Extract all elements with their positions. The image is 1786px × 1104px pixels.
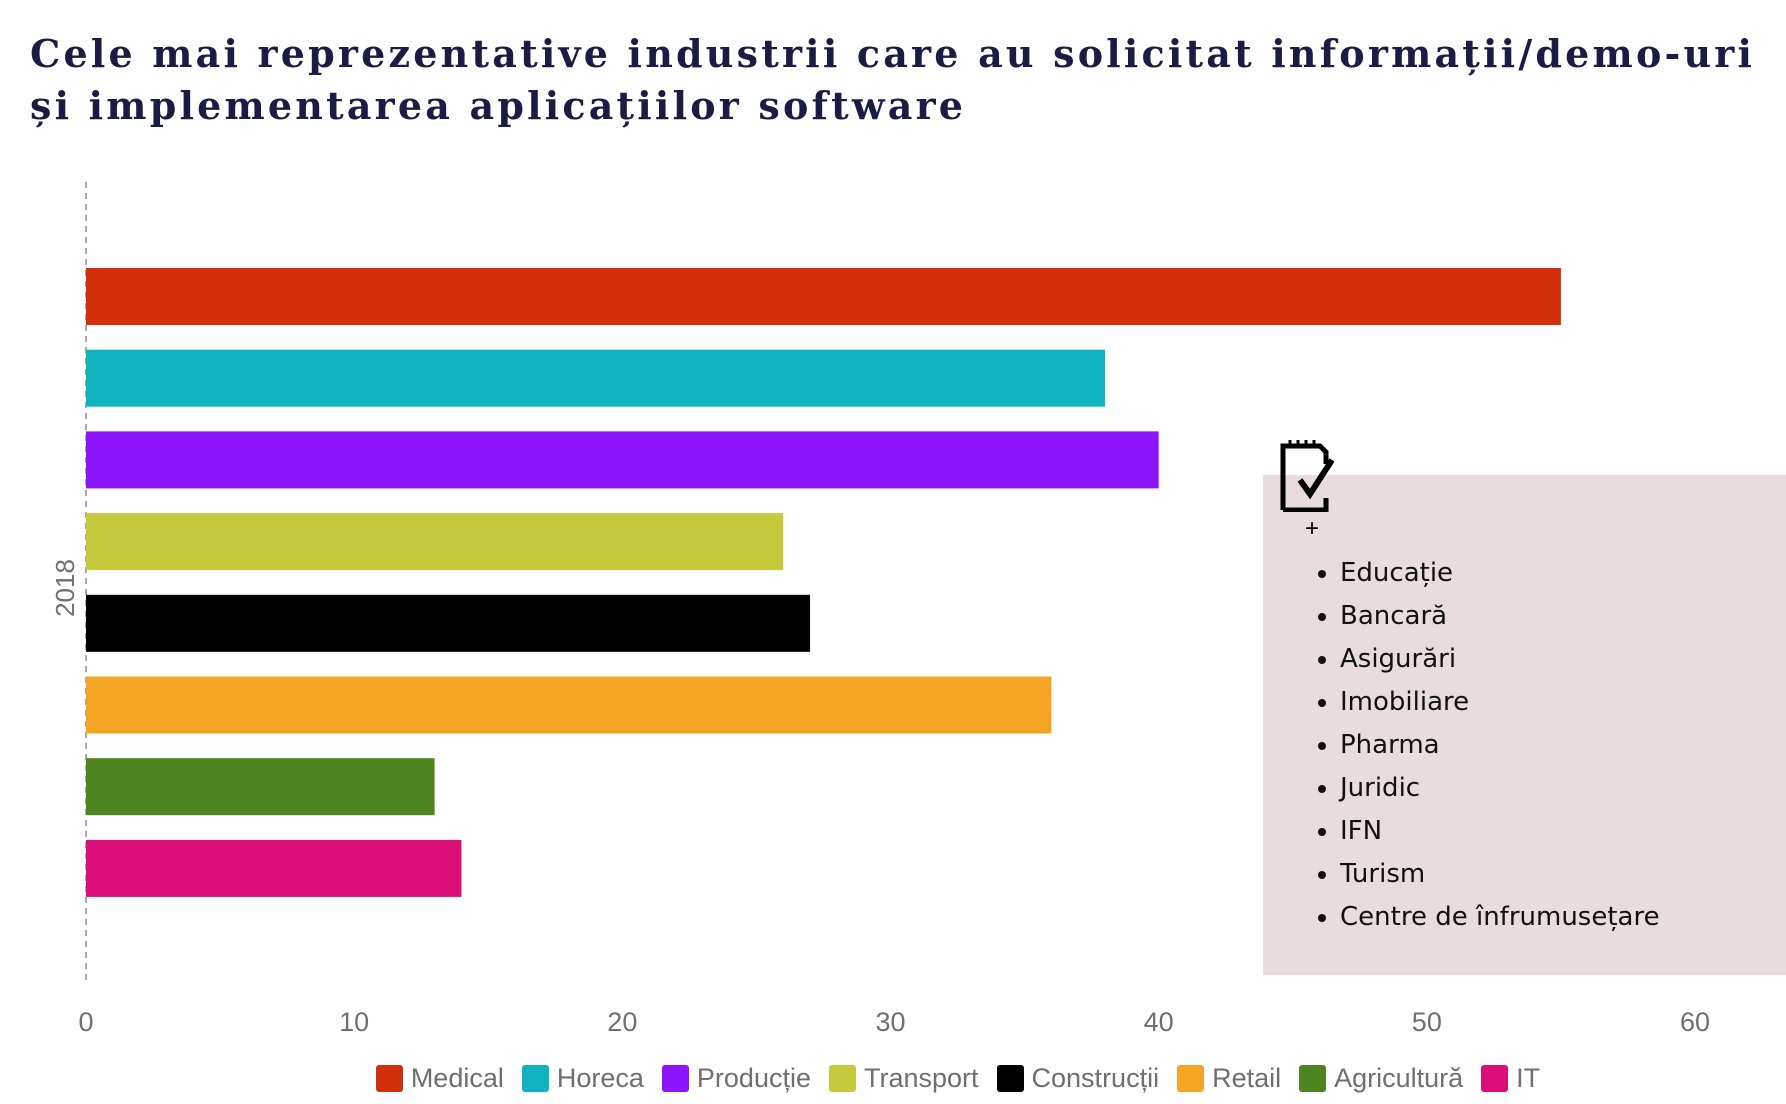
bar-agricultură — [86, 758, 435, 816]
x-tick-label: 60 — [1680, 1007, 1710, 1037]
bar-retail — [86, 676, 1052, 734]
legend-swatch — [661, 1065, 689, 1092]
legend-label: Horeca — [556, 1063, 644, 1093]
industry-list-item: Juridic — [1340, 767, 1660, 810]
chart-title-line-1: Cele mai reprezentative industrii care a… — [30, 31, 1756, 76]
checklist-notepad-icon — [1278, 438, 1335, 517]
x-tick-label: 40 — [1144, 1007, 1174, 1037]
legend-item: Retail — [1177, 1063, 1281, 1094]
legend-swatch — [996, 1065, 1024, 1092]
industry-list-item: Imobiliare — [1340, 681, 1660, 724]
industry-list-item: Bancară — [1340, 595, 1660, 638]
other-industries-box — [1263, 475, 1786, 975]
legend-label: Retail — [1212, 1063, 1282, 1093]
x-tick-label: 30 — [875, 1007, 905, 1037]
other-industries-list: EducațieBancarăAsigurăriImobiliarePharma… — [1263, 552, 1660, 939]
legend-swatch — [828, 1065, 856, 1092]
legend-label: Medical — [410, 1063, 504, 1093]
industry-list-item: Turism — [1340, 853, 1660, 896]
industry-list-item: IFN — [1340, 810, 1660, 853]
x-tick-label: 50 — [1412, 1007, 1442, 1037]
bar-horeca — [86, 349, 1106, 407]
legend-label: Transport — [863, 1063, 979, 1093]
legend-item: Horeca — [521, 1063, 644, 1094]
y-category-label: 2018 — [50, 559, 80, 617]
industry-list-item: Pharma — [1340, 724, 1660, 767]
bar-it — [86, 839, 462, 897]
industry-list-item: Centre de înfrumusețare — [1340, 896, 1660, 939]
legend-swatch — [1481, 1065, 1509, 1092]
legend-label: IT — [1516, 1063, 1541, 1093]
legend-item: IT — [1481, 1063, 1540, 1094]
x-tick-label: 0 — [78, 1007, 93, 1037]
bar-medical — [86, 268, 1561, 325]
legend-swatch — [521, 1065, 549, 1092]
chart-title: Cele mai reprezentative industrii care a… — [30, 28, 1755, 132]
legend-item: Construcții — [996, 1063, 1160, 1094]
x-tick-label: 10 — [339, 1007, 369, 1037]
bar-transport — [86, 513, 784, 571]
x-tick-label: 20 — [607, 1007, 637, 1037]
legend-swatch — [1299, 1065, 1327, 1092]
legend-item: Medical — [375, 1063, 504, 1094]
legend-label: Agricultură — [1334, 1063, 1464, 1093]
legend-swatch — [375, 1065, 403, 1092]
industry-list-item: Asigurări — [1340, 638, 1660, 681]
chart-title-line-2: și implementarea aplicațiilor software — [30, 83, 967, 128]
legend-label: Producție — [696, 1063, 811, 1093]
bar-producție — [86, 431, 1159, 489]
plus-sign: + — [1305, 515, 1320, 542]
legend-swatch — [1177, 1065, 1205, 1092]
legend-label: Construcții — [1031, 1063, 1160, 1093]
legend-item: Transport — [828, 1063, 979, 1094]
chart-legend: Medical Horeca Producție Transport Construcț… — [0, 1063, 1786, 1094]
bar-construcții — [86, 594, 811, 652]
legend-item: Producție — [661, 1063, 811, 1094]
industry-list-item: Educație — [1340, 552, 1660, 595]
legend-item: Agricultură — [1299, 1063, 1463, 1094]
